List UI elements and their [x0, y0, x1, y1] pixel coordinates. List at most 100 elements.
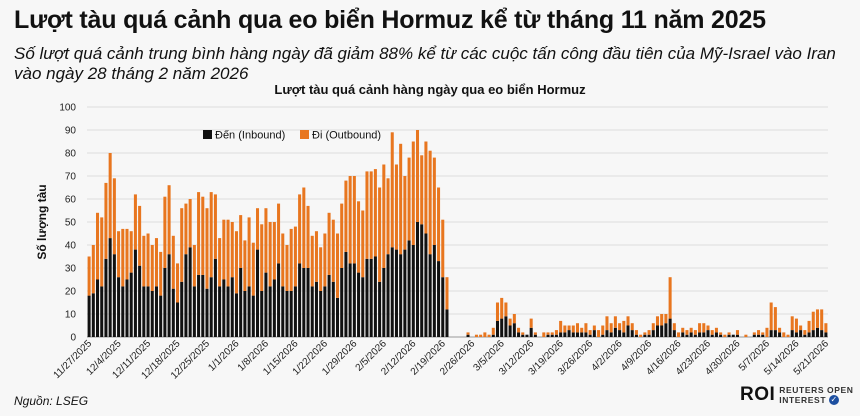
- bar-inbound: [171, 288, 175, 337]
- bar-outbound: [786, 334, 790, 337]
- bar-inbound: [525, 334, 529, 337]
- bar-inbound: [293, 286, 297, 337]
- bar-outbound: [104, 182, 108, 259]
- bar-inbound: [609, 332, 613, 337]
- bar-inbound: [125, 279, 129, 337]
- bar-outbound: [727, 332, 731, 335]
- bar-outbound: [386, 178, 390, 255]
- bar-outbound: [251, 242, 255, 296]
- bar-inbound: [403, 249, 407, 337]
- bar-outbound: [626, 316, 630, 326]
- bar-outbound: [698, 323, 702, 333]
- bar-outbound: [799, 325, 803, 331]
- bar-outbound: [483, 332, 487, 337]
- bar-inbound: [176, 302, 180, 337]
- bar-inbound: [373, 256, 377, 337]
- bar-inbound: [769, 330, 773, 337]
- bar-inbound: [117, 277, 121, 337]
- bar-outbound: [117, 231, 121, 278]
- bar-inbound: [104, 258, 108, 337]
- bar-outbound: [769, 302, 773, 331]
- bar-outbound: [87, 256, 91, 296]
- bar-outbound: [285, 245, 289, 291]
- bar-inbound: [91, 293, 95, 337]
- bar-outbound: [521, 332, 525, 335]
- bar-inbound: [335, 297, 340, 337]
- bar-inbound: [495, 320, 500, 337]
- bar-inbound: [622, 332, 626, 337]
- bar-inbound: [150, 291, 154, 337]
- bar-inbound: [554, 334, 558, 337]
- bar-outbound: [664, 314, 668, 324]
- bar-inbound: [559, 332, 563, 337]
- bar-inbound: [773, 330, 777, 337]
- bar-inbound: [184, 254, 188, 337]
- bar-outbound: [487, 334, 491, 337]
- bar-outbound: [108, 153, 112, 239]
- bar-inbound: [256, 249, 260, 337]
- bar-outbound: [668, 277, 672, 319]
- bar-inbound: [365, 258, 369, 337]
- bar-inbound: [655, 325, 659, 337]
- bar-outbound: [399, 143, 403, 255]
- bar-outbound: [495, 302, 500, 321]
- bar-outbound: [622, 320, 626, 333]
- logo-subtitle: REUTERS OPEN INTEREST ✓: [779, 385, 853, 406]
- bar-outbound: [138, 205, 142, 266]
- bar-outbound: [378, 187, 382, 282]
- bar-inbound: [647, 334, 651, 337]
- bar-outbound: [293, 226, 297, 287]
- bar-outbound: [310, 235, 314, 287]
- bar-outbound: [563, 325, 567, 333]
- bar-inbound: [100, 286, 104, 337]
- bar-inbound: [803, 334, 807, 337]
- bar-outbound: [213, 194, 217, 259]
- y-axis-label: Số lượng tàu: [35, 184, 49, 259]
- bar-outbound: [209, 192, 213, 278]
- bar-inbound: [466, 334, 470, 337]
- bar-inbound: [108, 238, 112, 337]
- bar-inbound: [630, 330, 634, 337]
- bar-outbound: [340, 203, 344, 268]
- bar-outbound: [571, 325, 575, 333]
- bar-inbound: [508, 325, 512, 337]
- bar-inbound: [180, 281, 184, 337]
- bar-outbound: [588, 330, 592, 335]
- bar-inbound: [815, 327, 819, 337]
- bar-inbound: [386, 254, 390, 337]
- bar-outbound: [744, 334, 748, 337]
- bar-outbound: [268, 222, 272, 287]
- bar-inbound: [306, 268, 310, 337]
- bar-outbound: [559, 320, 563, 333]
- bar-inbound: [550, 334, 554, 337]
- bar-outbound: [403, 176, 407, 250]
- bar-inbound: [689, 332, 693, 337]
- chart-legend: Đến (Inbound) Đi (Outbound): [203, 130, 381, 142]
- bar-inbound: [706, 330, 710, 337]
- bar-inbound: [121, 286, 125, 337]
- bar-outbound: [302, 187, 306, 268]
- bar-outbound: [159, 251, 163, 296]
- bar-inbound: [331, 281, 335, 337]
- bar-outbound: [176, 263, 180, 303]
- bar-outbound: [243, 240, 247, 291]
- bar-outbound: [773, 307, 777, 331]
- bar-outbound: [613, 316, 617, 328]
- bar-inbound: [251, 295, 255, 337]
- bar-outbound: [820, 309, 824, 331]
- bar-inbound: [264, 272, 268, 337]
- bar-outbound: [188, 199, 192, 248]
- bar-outbound: [584, 323, 588, 333]
- bar-outbound: [150, 245, 154, 291]
- bar-inbound: [277, 263, 281, 337]
- bar-outbound: [133, 194, 137, 250]
- bar-inbound: [260, 291, 264, 337]
- bar-inbound: [96, 279, 100, 337]
- bar-inbound: [727, 334, 731, 337]
- bar-inbound: [794, 332, 798, 337]
- bar-outbound: [803, 330, 807, 335]
- bar-inbound: [415, 222, 420, 337]
- bar-outbound: [234, 231, 238, 294]
- bar-outbound: [146, 233, 150, 287]
